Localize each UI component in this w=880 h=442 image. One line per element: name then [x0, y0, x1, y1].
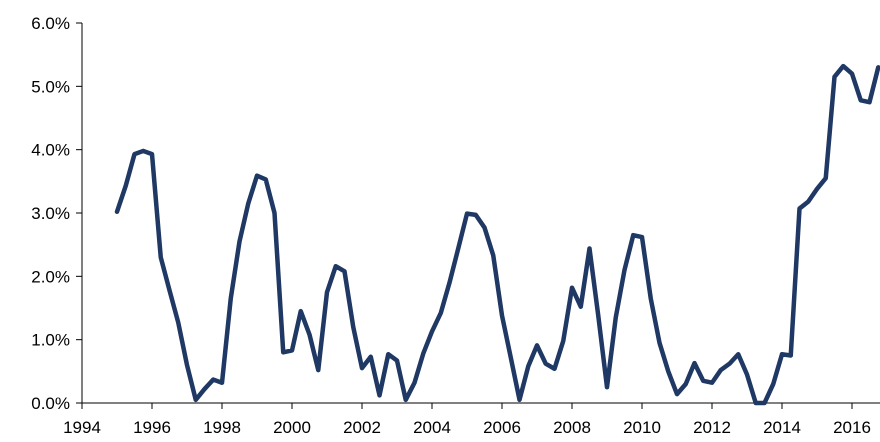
x-tick-label: 1996: [133, 418, 171, 437]
x-tick-label: 2008: [553, 418, 591, 437]
x-tick-label: 2002: [343, 418, 381, 437]
y-tick-label: 6.0%: [31, 14, 70, 33]
series-line: [114, 63, 880, 406]
x-tick-label: 2004: [413, 418, 451, 437]
y-axis: 0.0% 1.0% 2.0% 3.0% 4.0% 5.0% 6.0%: [31, 14, 83, 413]
y-tick-label: 1.0%: [31, 331, 70, 350]
x-axis: 1994 1996 1998 2000 2002 2004 2006 2008 2010 2012…: [63, 402, 880, 437]
y-tick-label: 5.0%: [31, 77, 70, 96]
y-tick-label: 2.0%: [31, 267, 70, 286]
y-tick-label: 0.0%: [31, 394, 70, 413]
x-tick-label: 1998: [203, 418, 241, 437]
x-tick-label: 2012: [693, 418, 731, 437]
x-tick-label: 1994: [63, 418, 101, 437]
y-tick-label: 4.0%: [31, 141, 70, 160]
x-tick-label: 2014: [763, 418, 801, 437]
x-tick-label: 2016: [833, 418, 871, 437]
x-tick-label: 2010: [623, 418, 661, 437]
y-tick-label: 3.0%: [31, 204, 70, 223]
x-tick-label: 2000: [273, 418, 311, 437]
x-tick-label: 2006: [483, 418, 521, 437]
series-group: [114, 63, 880, 406]
